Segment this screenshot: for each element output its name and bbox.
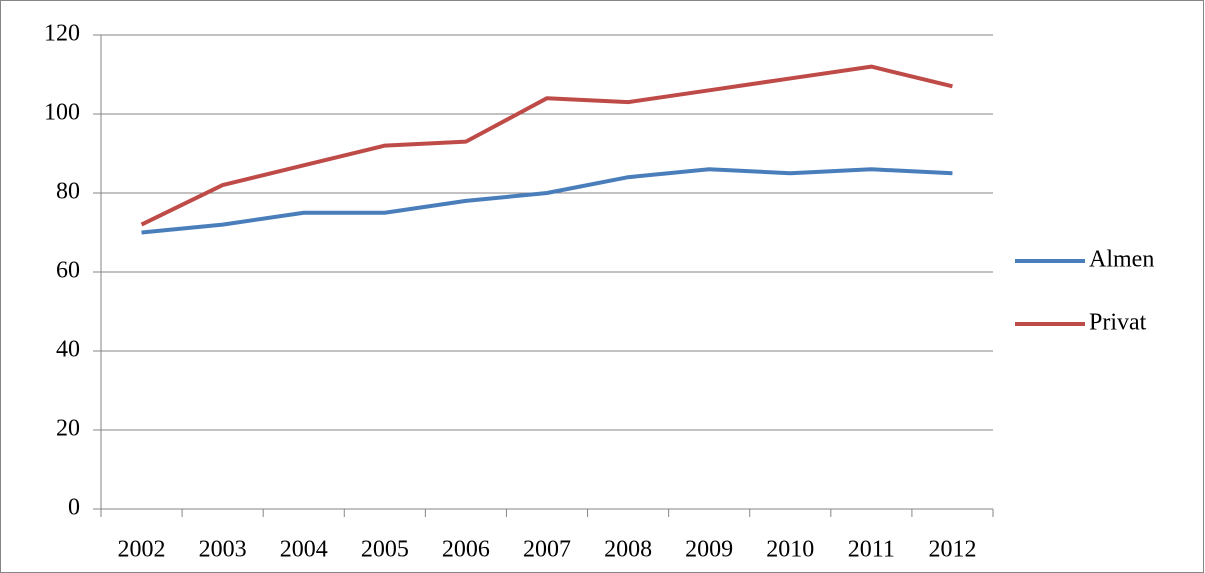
- x-tick-label: 2002: [118, 537, 166, 563]
- y-tick-label: 40: [56, 337, 80, 363]
- legend-label: Privat: [1089, 310, 1147, 336]
- x-tick-label: 2003: [199, 537, 247, 563]
- y-tick-label: 80: [56, 179, 80, 205]
- y-tick-label: 20: [56, 416, 80, 442]
- legend-label: Almen: [1089, 247, 1154, 273]
- x-tick-label: 2005: [361, 537, 409, 563]
- x-tick-label: 2004: [280, 537, 328, 563]
- y-tick-label: 0: [68, 495, 80, 521]
- data-line: [141, 167, 953, 235]
- y-tick-label: 100: [44, 100, 80, 126]
- x-tick-label: 2011: [848, 537, 895, 563]
- x-tick-label: 2007: [523, 537, 571, 563]
- x-tick-label: 2006: [442, 537, 490, 563]
- x-tick-label: 2008: [604, 537, 652, 563]
- y-tick-label: 120: [44, 21, 80, 47]
- x-tick-label: 2012: [928, 537, 976, 563]
- data-line: [140, 64, 953, 227]
- x-tick-label: 2009: [685, 537, 733, 563]
- y-tick-label: 60: [56, 258, 80, 284]
- x-tick-label: 2010: [766, 537, 814, 563]
